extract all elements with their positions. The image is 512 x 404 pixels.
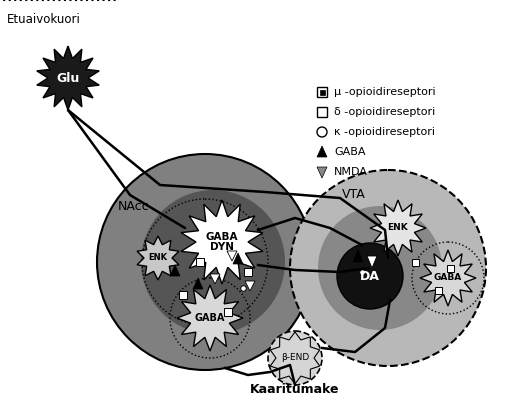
Circle shape: [317, 127, 327, 137]
Text: NAcc: NAcc: [118, 200, 150, 213]
Text: GABA: GABA: [195, 313, 225, 323]
Polygon shape: [233, 253, 243, 264]
Text: ENK: ENK: [388, 223, 409, 232]
FancyBboxPatch shape: [317, 107, 327, 117]
Polygon shape: [177, 285, 243, 351]
Text: GABA: GABA: [334, 147, 366, 157]
Polygon shape: [317, 167, 327, 178]
Text: GABA
DYN: GABA DYN: [206, 231, 238, 252]
Text: Kaaritumake: Kaaritumake: [250, 383, 340, 396]
Circle shape: [268, 331, 322, 385]
Text: β-END: β-END: [281, 354, 309, 362]
FancyBboxPatch shape: [435, 286, 441, 293]
FancyBboxPatch shape: [196, 258, 204, 266]
Polygon shape: [245, 281, 255, 291]
Circle shape: [318, 206, 442, 330]
Polygon shape: [370, 200, 426, 256]
Polygon shape: [170, 265, 180, 276]
Polygon shape: [210, 274, 220, 284]
FancyBboxPatch shape: [446, 265, 454, 271]
Polygon shape: [227, 251, 237, 261]
Text: NMDA: NMDA: [334, 167, 368, 177]
Text: δ -opioidireseptori: δ -opioidireseptori: [334, 107, 435, 117]
Polygon shape: [420, 250, 476, 306]
Text: DA: DA: [360, 269, 380, 282]
Text: VTA: VTA: [342, 188, 366, 201]
Polygon shape: [317, 146, 327, 157]
Text: κ -opioidireseptori: κ -opioidireseptori: [334, 127, 435, 137]
Circle shape: [337, 243, 403, 309]
Text: Glu: Glu: [56, 72, 80, 84]
Circle shape: [141, 190, 285, 334]
Text: μ -opioidireseptori: μ -opioidireseptori: [334, 87, 436, 97]
Polygon shape: [353, 250, 363, 262]
Text: Etuaivokuori: Etuaivokuori: [7, 13, 81, 26]
Polygon shape: [37, 46, 99, 110]
Text: ENK: ENK: [148, 253, 167, 263]
Polygon shape: [181, 200, 263, 284]
FancyBboxPatch shape: [317, 87, 327, 97]
Polygon shape: [193, 278, 203, 289]
FancyBboxPatch shape: [179, 291, 187, 299]
Polygon shape: [137, 236, 179, 280]
FancyBboxPatch shape: [319, 90, 325, 95]
Circle shape: [97, 154, 313, 370]
FancyBboxPatch shape: [412, 259, 418, 265]
FancyBboxPatch shape: [244, 268, 252, 276]
Text: GABA: GABA: [434, 274, 462, 282]
Polygon shape: [270, 332, 319, 384]
Polygon shape: [367, 256, 377, 268]
FancyBboxPatch shape: [224, 308, 232, 316]
Circle shape: [290, 170, 486, 366]
